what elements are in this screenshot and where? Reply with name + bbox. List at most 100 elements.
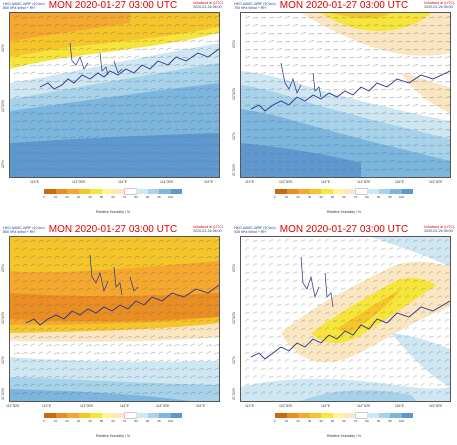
- wind-barb: [157, 112, 163, 115]
- wind-barb: [85, 15, 91, 19]
- wind-barb: [77, 248, 83, 251]
- map-area[interactable]: [9, 236, 220, 402]
- wind-barb: [380, 128, 386, 131]
- wind-barb: [276, 335, 281, 339]
- wind-barb-feather: [256, 279, 258, 282]
- wind-barb: [117, 263, 123, 267]
- wind-barb: [13, 304, 19, 307]
- wind-barb-feather: [417, 104, 418, 106]
- wind-barb-feather: [98, 319, 100, 321]
- wind-barb: [165, 47, 171, 51]
- colorbar-segment: [298, 189, 310, 194]
- wind-barb: [37, 152, 43, 155]
- wind-barb: [165, 239, 171, 243]
- colorbar-segment: [401, 413, 414, 418]
- wind-barb: [125, 319, 131, 323]
- wind-barb-feather: [34, 240, 36, 242]
- wind-barb: [380, 319, 385, 323]
- wind-barb-feather: [360, 335, 362, 338]
- wind-barb: [85, 287, 91, 291]
- wind-barb: [21, 392, 27, 395]
- map-area[interactable]: [9, 12, 220, 178]
- wind-barb: [61, 312, 67, 315]
- wind-barb: [109, 48, 115, 51]
- wind-barb: [276, 239, 281, 243]
- wind-barb: [300, 128, 306, 131]
- wind-barb-feather: [336, 319, 338, 322]
- wind-barb: [101, 280, 107, 283]
- wind-barb: [157, 39, 163, 43]
- wind-barb: [388, 359, 393, 363]
- wind-barb: [173, 168, 179, 171]
- wind-barb: [173, 392, 179, 395]
- wind-barb: [388, 342, 392, 347]
- wind-barb: [348, 168, 354, 171]
- wind-barb-feather: [352, 287, 354, 290]
- wind-barb-feather: [66, 343, 68, 346]
- wind-barb-feather: [415, 366, 418, 369]
- wind-barb: [436, 303, 441, 307]
- wind-barb-feather: [42, 271, 44, 274]
- wind-barb: [444, 255, 449, 259]
- wind-barb: [205, 55, 211, 59]
- wind-barb: [404, 358, 408, 363]
- wind-barb-feather: [114, 303, 116, 306]
- wind-barb: [260, 294, 264, 299]
- wind-barb: [444, 161, 450, 163]
- wind-barb: [29, 31, 35, 35]
- wind-barb-feather: [74, 375, 76, 377]
- wind-barb-feather: [359, 287, 362, 289]
- wind-barb: [316, 327, 321, 331]
- wind-barb-feather: [82, 47, 84, 50]
- wind-barb-feather: [423, 263, 426, 265]
- colorbar-tick-label: 10: [53, 195, 58, 199]
- wind-barb-feather: [42, 303, 44, 305]
- wind-barb-feather: [415, 295, 418, 297]
- wind-barb: [380, 72, 386, 75]
- wind-barb: [276, 383, 281, 387]
- wind-barb-feather: [50, 239, 52, 242]
- wind-barb: [252, 271, 257, 275]
- wind-barb: [125, 279, 131, 283]
- colorbar-tick-label: 40: [319, 195, 323, 199]
- wind-barb: [340, 88, 346, 91]
- wind-barb: [308, 120, 314, 123]
- wind-barb: [308, 80, 314, 83]
- wind-barb-feather: [247, 318, 250, 321]
- init-label: Initialised at (UTC): [424, 225, 454, 229]
- wind-barb: [380, 383, 385, 387]
- wind-barb: [205, 135, 211, 139]
- wind-barb: [324, 136, 330, 139]
- wind-barb: [268, 375, 273, 379]
- wind-barb-feather: [130, 167, 132, 170]
- wind-barb-feather: [58, 367, 60, 370]
- wind-barb: [372, 49, 378, 51]
- wind-barb-feather: [146, 295, 148, 298]
- wind-barb: [29, 295, 35, 299]
- wind-barb-feather: [424, 359, 426, 362]
- wind-barb-feather: [263, 391, 266, 393]
- wind-barb: [404, 152, 410, 155]
- wind-barb: [29, 111, 35, 115]
- map-area[interactable]: [240, 12, 451, 178]
- wind-barb: [125, 367, 131, 371]
- wind-barb: [93, 63, 99, 67]
- map-area[interactable]: [240, 236, 451, 402]
- wind-barb: [125, 160, 131, 163]
- wind-barb: [77, 368, 83, 371]
- wind-barb-feather: [319, 310, 322, 313]
- wind-barb: [308, 327, 313, 331]
- wind-barb: [436, 239, 441, 243]
- wind-barb-feather: [337, 24, 338, 26]
- wind-barb-feather: [26, 31, 28, 34]
- wind-barb-feather: [376, 279, 378, 282]
- wind-barb: [149, 96, 155, 99]
- wind-barb-feather: [327, 278, 330, 281]
- wind-barb: [420, 287, 425, 291]
- wind-barb-feather: [337, 64, 338, 66]
- wind-barb-feather: [194, 383, 196, 386]
- wind-barb: [29, 96, 35, 99]
- wind-barb: [308, 96, 314, 99]
- wind-barb-feather: [247, 278, 250, 281]
- wind-barb: [141, 136, 147, 139]
